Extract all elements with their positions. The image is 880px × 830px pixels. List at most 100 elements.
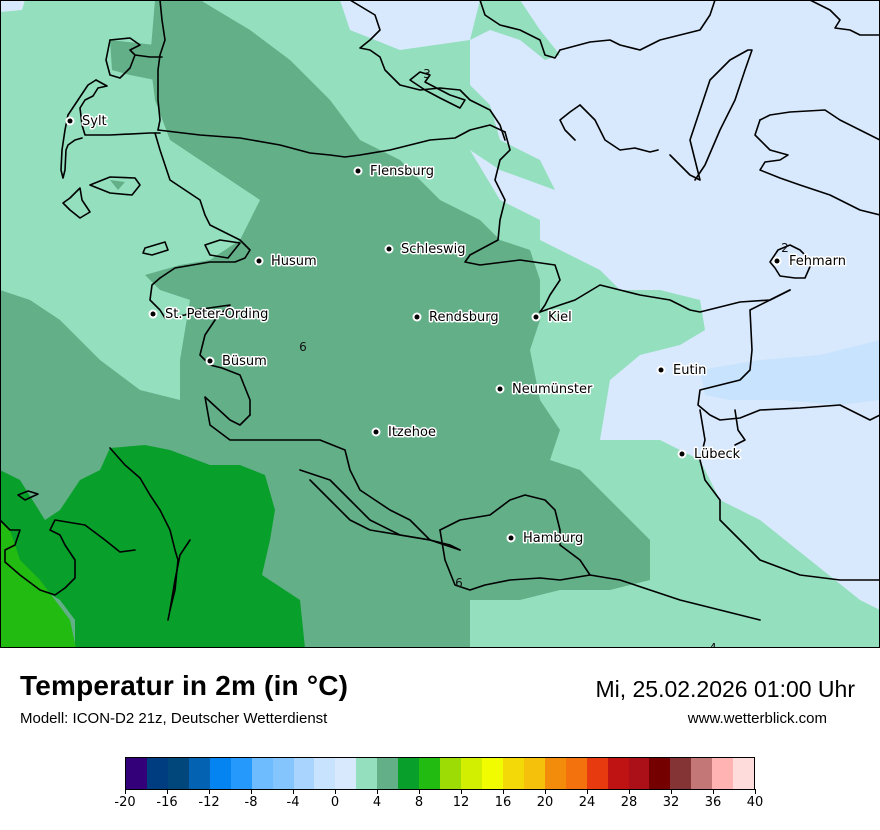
colorbar-bin: [649, 758, 671, 789]
city-dot-icon: [386, 246, 392, 252]
city-label: Kiel: [548, 310, 572, 325]
colorbar-tick: [166, 789, 168, 794]
colorbar-tick: [712, 789, 714, 794]
colorbar-bin: [481, 758, 503, 789]
contour-label: 2: [781, 241, 789, 255]
colorbar-tick: [250, 789, 252, 794]
city-marker: Fehmarn: [772, 253, 848, 271]
colorbar-tick: [124, 789, 126, 794]
colorbar-tick: [586, 789, 588, 794]
colorbar-bin: [377, 758, 399, 789]
colorbar-bin: [314, 758, 336, 789]
city-marker: Kiel: [531, 309, 573, 327]
city-label: Flensburg: [370, 164, 434, 179]
colorbar-bin: [335, 758, 357, 789]
colorbar-bin: [691, 758, 713, 789]
city-marker: Rendsburg: [412, 309, 500, 327]
colorbar-tick-label: -4: [286, 795, 300, 810]
colorbar-tick-label: -12: [198, 795, 220, 810]
city-dot-icon: [679, 451, 685, 457]
colorbar-bin: [565, 758, 587, 789]
colorbar-tick-label: -16: [156, 795, 178, 810]
temperature-colorbar: [125, 757, 755, 790]
colorbar-bin: [502, 758, 524, 789]
colorbar-bin: [188, 758, 210, 789]
model-subtitle: Modell: ICON-D2 21z, Deutscher Wetterdie…: [20, 710, 328, 727]
city-marker: Büsum: [205, 353, 268, 371]
colorbar-tick: [628, 789, 630, 794]
colorbar-bin: [670, 758, 692, 789]
colorbar-bin: [209, 758, 231, 789]
city-marker: Sylt: [65, 113, 108, 131]
colorbar-tick-label: 40: [746, 795, 764, 810]
colorbar-bin: [356, 758, 378, 789]
colorbar-tick: [208, 789, 210, 794]
contour-label: 3: [423, 67, 431, 81]
colorbar-tick: [754, 789, 756, 794]
colorbar-ticks: -20 -16 -12 -8 -4 0 4 8 12 16 20 24 28 32 36 40: [114, 789, 763, 819]
colorbar-bin: [586, 758, 608, 789]
contour-label: 4: [709, 641, 717, 648]
colorbar-tick-label: 8: [414, 795, 424, 810]
city-dot-icon: [497, 386, 503, 392]
city-dot-icon: [67, 118, 73, 124]
city-dot-icon: [533, 314, 539, 320]
forecast-datetime: Mi, 25.02.2026 01:00 Uhr: [595, 676, 855, 702]
chart-title: Temperatur in 2m (in °C): [20, 670, 349, 701]
colorbar-tick: [334, 789, 336, 794]
city-label: Fehmarn: [789, 254, 846, 269]
colorbar-bin: [167, 758, 189, 789]
city-marker: Flensburg: [353, 163, 435, 181]
website-link[interactable]: www.wetterblick.com: [687, 710, 827, 727]
colorbar-tick: [292, 789, 294, 794]
colorbar-bin: [146, 758, 168, 789]
colorbar-tick-label: 24: [578, 795, 596, 810]
colorbar-bin: [293, 758, 315, 789]
colorbar-tick-label: -20: [114, 795, 136, 810]
colorbar-tick: [376, 789, 378, 794]
city-marker: Neumünster: [495, 381, 594, 399]
city-marker: Schleswig: [384, 241, 467, 259]
colorbar-tick-label: 32: [662, 795, 680, 810]
colorbar-bin: [419, 758, 441, 789]
colorbar-tick-label: 28: [620, 795, 638, 810]
colorbar-bin: [607, 758, 629, 789]
colorbar-bin: [230, 758, 252, 789]
city-label: Husum: [271, 254, 317, 269]
city-dot-icon: [207, 358, 213, 364]
colorbar-tick: [460, 789, 462, 794]
city-marker: Lübeck: [677, 446, 742, 464]
temperature-map: Sylt Flensburg Schleswig Husum Fehmarn St. Pe…: [0, 0, 880, 648]
city-label: Hamburg: [523, 531, 583, 546]
colorbar-tick-label: 20: [536, 795, 554, 810]
colorbar-tick: [544, 789, 546, 794]
colorbar-bin: [712, 758, 734, 789]
city-dot-icon: [373, 429, 379, 435]
colorbar-tick: [502, 789, 504, 794]
city-marker: Eutin: [656, 362, 708, 380]
colorbar-bin: [523, 758, 545, 789]
colorbar-tick: [418, 789, 420, 794]
city-label: Itzehoe: [388, 425, 436, 440]
colorbar-bin: [398, 758, 420, 789]
colorbar-bin: [461, 758, 482, 789]
colorbar-tick-label: 4: [372, 795, 382, 810]
colorbar-bin: [628, 758, 650, 789]
colorbar-tick-label: 0: [330, 795, 340, 810]
city-label: Schleswig: [401, 242, 466, 257]
colorbar-bin: [440, 758, 461, 789]
colorbar-bin: [126, 758, 147, 789]
city-marker: Itzehoe: [371, 424, 437, 442]
city-dot-icon: [774, 258, 780, 264]
city-label: Neumünster: [512, 382, 593, 397]
city-marker: Husum: [254, 253, 318, 271]
city-dot-icon: [150, 311, 156, 317]
city-label: Eutin: [673, 363, 706, 378]
colorbar-tick-label: -8: [244, 795, 258, 810]
city-marker: Hamburg: [506, 530, 585, 548]
colorbar-tick: [670, 789, 672, 794]
city-dot-icon: [658, 367, 664, 373]
city-label: St. Peter-Ording: [165, 307, 268, 322]
city-dot-icon: [508, 535, 514, 541]
city-dot-icon: [355, 168, 361, 174]
